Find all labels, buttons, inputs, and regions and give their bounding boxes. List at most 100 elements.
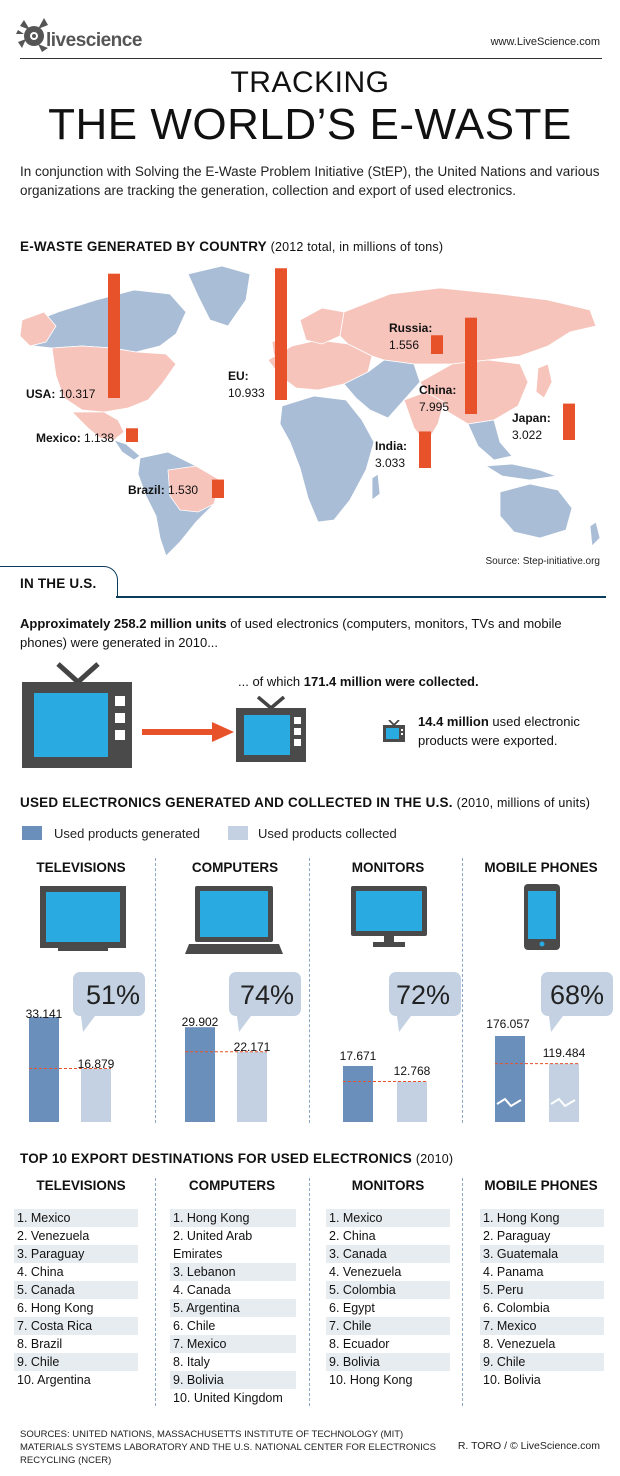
export-col-title-phones: MOBILE PHONES [484, 1178, 598, 1193]
label-eu-name: EU [228, 369, 245, 383]
export-list-item: 9. Chile [14, 1353, 138, 1371]
monitors-collected-value: 12.768 [393, 1064, 431, 1078]
legend-generated-swatch [22, 826, 42, 840]
export-list-item: 6. Colombia [483, 1301, 550, 1315]
bar-col-title-tv: TELEVISIONS [36, 860, 126, 875]
header-divider [20, 58, 602, 59]
bar-generated-monitors [343, 1065, 373, 1122]
export-col-title-computers: COMPUTERS [188, 1178, 276, 1193]
export-list-item: 1. Hong Kong [170, 1209, 296, 1227]
export-list-item: 7. Costa Rica [14, 1317, 138, 1335]
rate-bubble-tail-computers [237, 1016, 251, 1032]
label-eu-value: 10.933 [228, 386, 265, 400]
label-brazil-name: Brazil [128, 483, 161, 497]
export-list-item: 5. Colombia [326, 1281, 450, 1299]
export-list-item: 6. Egypt [329, 1301, 375, 1315]
label-india-colon: : [403, 439, 408, 453]
export-list-item: 5. Canada [14, 1281, 138, 1299]
bar-generated-phones [495, 1036, 525, 1122]
intro-text: In conjunction with Solving the E-Waste … [20, 164, 600, 198]
large-tv-icon [22, 662, 132, 768]
legend-generated-label: Used products generated [54, 826, 200, 841]
laptop-icon [185, 886, 283, 954]
bar-col-divider-2 [309, 858, 310, 1123]
export-col-title-tv: TELEVISIONS [36, 1178, 126, 1193]
country-bar-russia [431, 335, 443, 354]
rate-bubble-tail-phones [549, 1016, 563, 1032]
export-list-item: 7. Mexico [480, 1317, 604, 1335]
rate-bubble-tail-tv [81, 1016, 95, 1032]
export-list-item: 5. Peru [480, 1281, 604, 1299]
country-bars [108, 268, 575, 498]
us-generated-rest: of used electronics (computers, monitors… [20, 616, 562, 650]
export-list-item: 7. Mexico [170, 1335, 296, 1353]
label-japan: Japan: 3.022 [512, 410, 551, 444]
us-exported-rest: used electronic products were exported. [418, 714, 580, 748]
export-list-item: 6. Chile [173, 1319, 216, 1333]
tv-generated-value: 33.141 [25, 1007, 63, 1021]
land-se-asia [467, 419, 513, 461]
label-usa-name: USA [26, 387, 52, 401]
label-brazil-colon: : [160, 483, 165, 497]
map-title: E-WASTE GENERATED BY COUNTRY [20, 239, 267, 254]
export-list-item: 9. Bolivia [326, 1353, 450, 1371]
label-eu: EU: 10.933 [228, 368, 265, 402]
rate-bubble-computers [229, 972, 301, 1016]
monitor-icon [351, 886, 427, 947]
bar-collected-monitors [397, 1081, 427, 1122]
land-madagascar [371, 473, 381, 501]
label-brazil: Brazil: 1.530 [128, 482, 198, 499]
mobile-phone-icon [524, 884, 560, 950]
export-list-item: 1. Mexico [326, 1209, 450, 1227]
land-mexico [71, 411, 125, 441]
legend-collected-swatch [228, 826, 248, 840]
bar-col-divider-1 [155, 858, 156, 1123]
bar-col-title-computers: COMPUTERS [191, 860, 279, 875]
us-bar-marks [29, 972, 613, 1122]
export-list-item: 10. Hong Kong [329, 1373, 413, 1387]
land-alaska [19, 311, 57, 347]
title-line-2: THE WORLD’S E-WASTE [48, 100, 572, 149]
rate-bubble-monitors [389, 972, 461, 1016]
bar-collected-phones [549, 1063, 579, 1122]
axis-break-mark-phones-generated [496, 1097, 522, 1108]
us-generated-bold: Approximately 258.2 million units [20, 616, 227, 631]
label-russia-name: Russia [389, 321, 429, 335]
export-col-divider-2 [309, 1178, 310, 1406]
export-list-item: 3. Guatemala [480, 1245, 604, 1263]
export-list-item: 9. Bolivia [170, 1371, 296, 1389]
footer-sources: SOURCES: UNITED NATIONS, MASSACHUSETTS I… [20, 1429, 436, 1466]
us-collected-text: ... of which 171.4 million were collecte… [238, 674, 479, 689]
export-list-item: 1. Hong Kong [480, 1209, 604, 1227]
country-bar-usa [108, 273, 120, 398]
land-greenland [187, 265, 251, 327]
label-usa: USA: 10.317 [26, 386, 95, 403]
television-icon [40, 886, 126, 951]
exports-section-title: TOP 10 EXPORT DESTINATIONS FOR USED ELEC… [20, 1151, 453, 1166]
land-australia [499, 483, 573, 539]
label-china: China: 7.995 [419, 382, 456, 416]
us-section-tab [0, 566, 118, 598]
label-china-name: China [419, 383, 453, 397]
label-mexico: Mexico: 1.138 [36, 430, 114, 447]
label-eu-colon: : [244, 369, 249, 383]
arrow-right-icon [142, 722, 234, 742]
bar-collected-tv [81, 1068, 111, 1122]
label-japan-name: Japan [512, 411, 547, 425]
map-source: Source: Step-initiative.org [485, 556, 600, 567]
bar-col-divider-3 [462, 858, 463, 1123]
label-russia-colon: : [428, 321, 433, 335]
export-list-item: 4. China [17, 1265, 64, 1279]
label-usa-value: 10.317 [58, 387, 96, 401]
us-generated-text: Approximately 258.2 million units of use… [20, 614, 605, 652]
small-tv-icon [383, 720, 405, 742]
map-section-title: E-WASTE GENERATED BY COUNTRY (2012 total… [20, 239, 443, 254]
livescience-logo [16, 18, 48, 52]
us-collected-bold: 171.4 million were collected. [303, 674, 479, 689]
tv-collected-value: 16.879 [77, 1057, 115, 1071]
country-bar-mexico [126, 428, 138, 442]
monitors-generated-value: 17.671 [339, 1049, 377, 1063]
medium-tv-icon [236, 696, 306, 762]
bar-generated-computers [185, 1027, 215, 1122]
exports-subtitle: (2010) [415, 1152, 454, 1166]
